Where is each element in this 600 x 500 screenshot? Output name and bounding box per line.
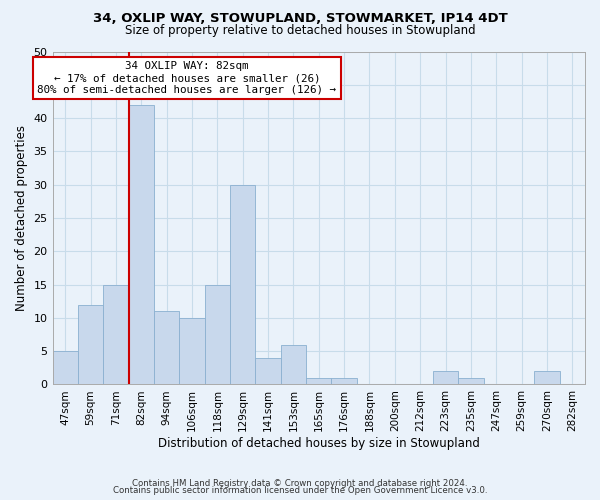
Bar (78, 304, 103, 384)
Bar (458, 378, 484, 384)
Bar (230, 184, 256, 384)
Bar (179, 318, 205, 384)
Bar (433, 371, 458, 384)
Bar (256, 358, 281, 384)
Text: Contains HM Land Registry data © Crown copyright and database right 2024.: Contains HM Land Registry data © Crown c… (132, 478, 468, 488)
Bar (205, 284, 230, 384)
Bar (154, 311, 179, 384)
Text: 34, OXLIP WAY, STOWUPLAND, STOWMARKET, IP14 4DT: 34, OXLIP WAY, STOWUPLAND, STOWMARKET, I… (92, 12, 508, 26)
Bar (534, 371, 560, 384)
Bar (331, 378, 357, 384)
Bar (281, 344, 306, 385)
Bar (53, 351, 78, 384)
Bar (128, 105, 154, 384)
Text: Contains public sector information licensed under the Open Government Licence v3: Contains public sector information licen… (113, 486, 487, 495)
Bar (306, 378, 331, 384)
Text: Size of property relative to detached houses in Stowupland: Size of property relative to detached ho… (125, 24, 475, 37)
Text: 34 OXLIP WAY: 82sqm
← 17% of detached houses are smaller (26)
80% of semi-detach: 34 OXLIP WAY: 82sqm ← 17% of detached ho… (37, 62, 337, 94)
X-axis label: Distribution of detached houses by size in Stowupland: Distribution of detached houses by size … (158, 437, 480, 450)
Y-axis label: Number of detached properties: Number of detached properties (15, 125, 28, 311)
Bar (103, 284, 128, 384)
